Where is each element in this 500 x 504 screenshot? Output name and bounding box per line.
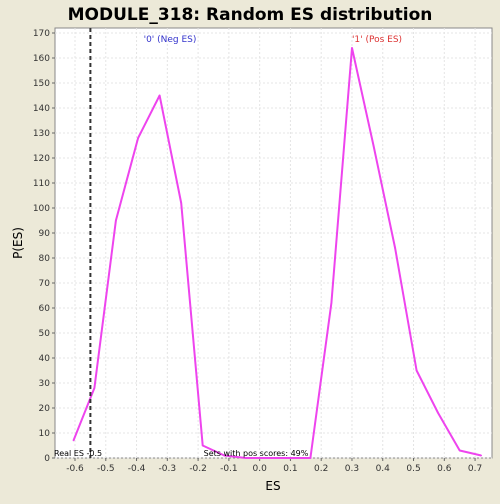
chart-title: MODULE_318: Random ES distribution: [68, 5, 433, 25]
series-line: [72, 47, 482, 459]
x-axis-label: ES: [265, 479, 280, 493]
data-point: [115, 219, 117, 222]
data-point: [330, 302, 333, 304]
plot-area: [54, 27, 493, 459]
data-point: [351, 47, 353, 49]
x-tick-label: 0.6: [437, 464, 452, 474]
x-tick-label: 0.7: [468, 464, 482, 474]
y-tick-label: 30: [39, 379, 51, 389]
data-point: [394, 247, 396, 249]
y-tick-label: 170: [33, 29, 50, 39]
data-point: [223, 454, 226, 457]
data-point: [437, 412, 439, 414]
sets-pos-annotation: Sets with pos scores: 49%: [204, 449, 309, 458]
grid-layer: [55, 28, 492, 459]
x-tick-label: -0.3: [159, 464, 177, 474]
data-point: [245, 457, 247, 459]
x-tick-label: -0.6: [66, 464, 84, 474]
y-axis-label: P(ES): [11, 227, 25, 259]
y-tick-label: 160: [33, 54, 50, 64]
y-tick-label: 120: [33, 154, 50, 164]
y-tick-label: 0: [44, 454, 50, 464]
neg-es-annotation: '0' (Neg ES): [144, 35, 197, 45]
y-tick-label: 60: [39, 304, 51, 314]
x-tick-label: -0.1: [220, 464, 238, 474]
data-point: [372, 144, 375, 147]
x-tick-label: 0.2: [314, 464, 328, 474]
tick-layer: 0 10 20 30 40 50 60 70 80 90 100 110 120 130 140 150 160…: [33, 29, 482, 474]
data-point: [480, 454, 483, 457]
y-tick-label: 90: [39, 229, 51, 239]
data-point: [266, 457, 269, 459]
x-tick-label: 0.5: [406, 464, 420, 474]
data-point: [137, 137, 139, 139]
real-es-annotation: Real ES -0.5: [54, 449, 102, 458]
y-tick-label: 40: [39, 354, 51, 364]
data-point: [309, 457, 312, 459]
y-tick-label: 150: [33, 79, 50, 89]
y-tick-label: 130: [33, 129, 50, 139]
x-tick-label: -0.2: [189, 464, 207, 474]
series-layer: [72, 47, 483, 459]
y-tick-label: 20: [39, 404, 51, 414]
data-point: [288, 457, 290, 459]
y-tick-label: 80: [39, 254, 51, 264]
data-point: [201, 444, 204, 447]
x-tick-label: 0.3: [345, 464, 359, 474]
y-tick-label: 10: [39, 429, 51, 439]
y-tick-label: 110: [33, 179, 50, 189]
x-tick-label: -0.5: [97, 464, 115, 474]
data-point: [180, 202, 182, 204]
x-tick-label: -0.4: [128, 464, 146, 474]
data-point: [415, 369, 418, 372]
x-tick-label: 0.0: [252, 464, 267, 474]
data-point: [458, 449, 461, 452]
y-tick-label: 100: [33, 204, 50, 214]
data-point: [93, 387, 96, 389]
y-tick-label: 50: [39, 329, 51, 339]
data-point: [158, 94, 161, 97]
y-tick-label: 70: [39, 279, 51, 289]
x-tick-label: 0.4: [376, 464, 391, 474]
y-tick-label: 140: [33, 104, 50, 114]
data-point: [72, 439, 75, 442]
pos-es-annotation: '1' (Pos ES): [352, 35, 402, 45]
x-tick-label: 0.1: [283, 464, 297, 474]
